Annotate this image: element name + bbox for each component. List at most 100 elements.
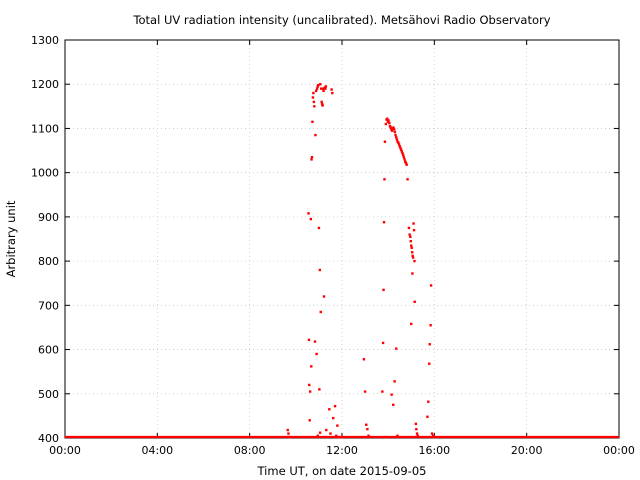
data-point — [383, 140, 387, 143]
data-point — [318, 388, 321, 391]
data-point — [308, 419, 311, 422]
data-point — [390, 129, 394, 132]
data-point — [340, 435, 344, 439]
data-point — [329, 432, 332, 435]
data-point — [397, 141, 400, 144]
data-point — [394, 133, 397, 137]
y-tick-label: 1000 — [31, 167, 59, 180]
data-point — [396, 434, 399, 437]
data-point — [406, 178, 409, 181]
y-tick-label: 1200 — [31, 78, 59, 91]
data-point — [382, 220, 386, 224]
data-point — [410, 322, 413, 326]
data-point — [384, 122, 388, 126]
y-tick-label: 700 — [38, 299, 59, 312]
data-point — [409, 240, 412, 243]
data-point — [336, 424, 339, 427]
data-point — [365, 423, 368, 426]
y-tick-label: 400 — [38, 432, 59, 445]
data-point — [388, 125, 392, 128]
x-tick-label: 00:00 — [49, 444, 81, 457]
data-point — [318, 431, 322, 434]
data-point — [384, 435, 388, 439]
data-point — [307, 338, 311, 342]
data-point — [408, 233, 411, 236]
data-point — [320, 102, 324, 106]
data-point — [383, 178, 386, 181]
data-point — [416, 434, 419, 437]
data-point — [386, 120, 390, 124]
data-point — [413, 259, 416, 263]
data-point — [398, 144, 401, 148]
data-point — [311, 120, 314, 124]
x-tick-label: 00:00 — [603, 444, 635, 457]
x-axis-label: Time UT, on date 2015-09-05 — [257, 464, 427, 478]
data-point — [367, 434, 370, 437]
data-point — [410, 244, 413, 247]
data-point — [337, 435, 340, 439]
data-point — [390, 128, 393, 131]
plot-area-frame — [64, 39, 620, 439]
data-point — [411, 254, 414, 258]
data-point — [325, 428, 328, 432]
data-point — [330, 88, 333, 91]
data-point — [429, 324, 432, 327]
data-point — [392, 403, 395, 407]
y-tick-label: 600 — [38, 344, 59, 357]
data-point — [333, 404, 337, 408]
data-point — [411, 256, 415, 259]
data-point — [400, 150, 403, 153]
data-point — [322, 295, 326, 298]
data-point — [430, 432, 434, 435]
y-tick-label: 500 — [38, 388, 59, 401]
data-point — [395, 347, 398, 350]
data-point — [315, 352, 318, 356]
data-point — [415, 432, 419, 435]
data-point — [286, 428, 289, 432]
data-point — [395, 136, 398, 139]
data-point — [313, 340, 317, 343]
data-point — [431, 434, 435, 437]
data-point — [412, 222, 415, 225]
y-axis-label: Arbitrary unit — [4, 200, 18, 277]
data-point — [401, 152, 404, 155]
data-point — [395, 138, 399, 141]
chart-title: Total UV radiation intensity (uncalibrat… — [132, 13, 550, 27]
data-point — [335, 434, 338, 437]
data-point — [310, 155, 314, 159]
data-point — [310, 158, 313, 161]
data-point — [363, 390, 367, 393]
data-point — [386, 117, 389, 120]
data-point — [413, 300, 416, 303]
data-point — [397, 143, 401, 146]
data-point — [307, 212, 310, 215]
data-point — [405, 163, 408, 166]
data-point — [287, 432, 290, 435]
data-point — [317, 226, 321, 230]
data-point — [288, 435, 291, 439]
data-point — [322, 89, 325, 93]
data-point — [308, 390, 312, 393]
data-point — [411, 272, 414, 275]
data-point — [313, 105, 316, 108]
data-point — [324, 85, 328, 88]
data-point — [311, 96, 315, 99]
data-point — [387, 119, 390, 122]
data-point — [328, 408, 331, 411]
data-point — [314, 89, 318, 93]
data-point — [390, 393, 393, 396]
data-point — [404, 160, 407, 163]
data-point — [389, 126, 392, 129]
data-point — [399, 148, 403, 151]
data-point — [429, 284, 433, 287]
data-point — [324, 87, 327, 90]
data-point — [310, 365, 313, 368]
data-point — [399, 146, 402, 150]
data-point — [403, 158, 406, 161]
data-point — [392, 128, 396, 131]
data-point — [316, 434, 319, 437]
data-point — [404, 161, 408, 165]
x-tick-label: 16:00 — [418, 444, 450, 457]
data-point — [314, 133, 317, 137]
data-point — [410, 246, 413, 250]
